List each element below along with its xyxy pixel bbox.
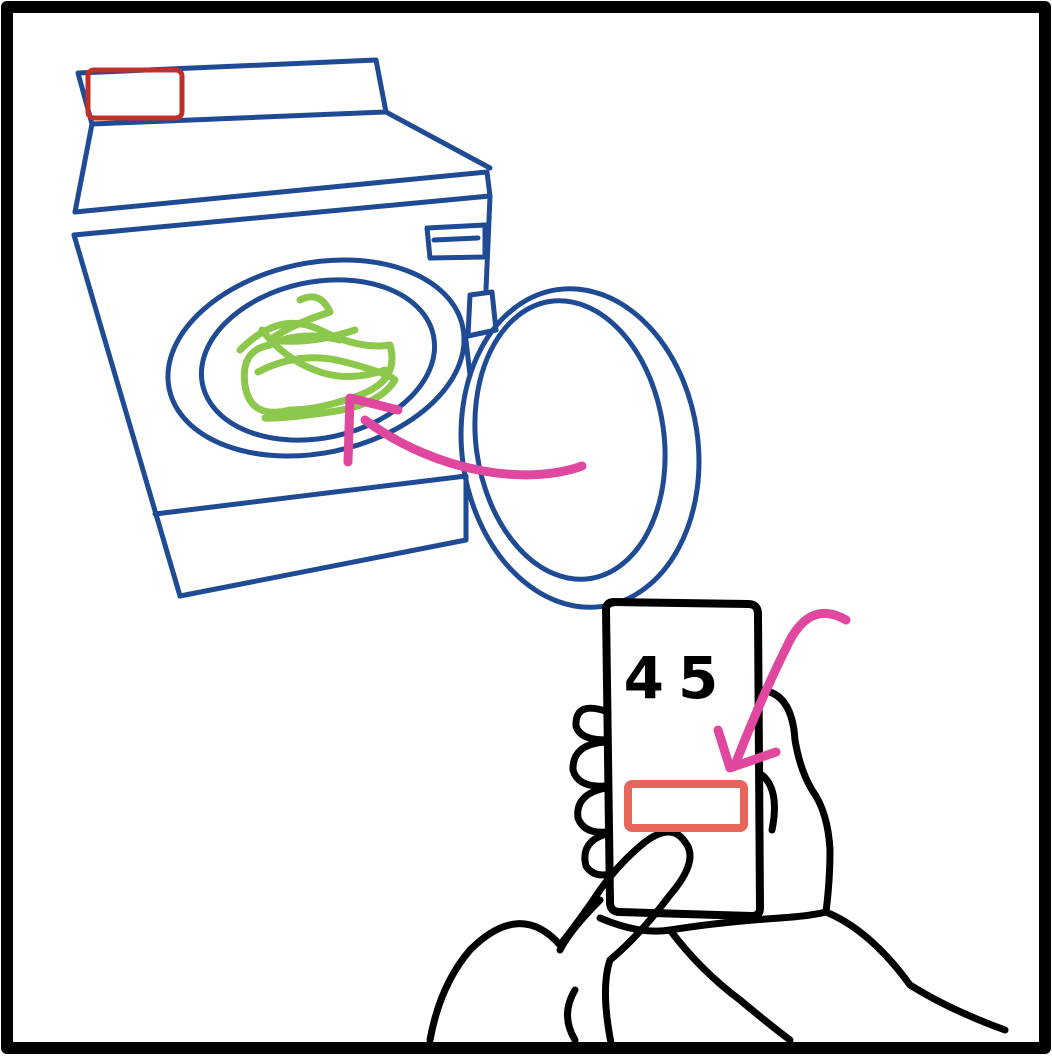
phone-icon xyxy=(602,598,764,920)
phone-display-number: 45 xyxy=(623,644,733,712)
control-panel-highlight xyxy=(85,67,185,121)
washing-machine-icon xyxy=(71,57,702,610)
check-arrow-icon xyxy=(713,608,851,773)
phone-button-highlight xyxy=(624,780,748,832)
curved-arrow-icon xyxy=(343,393,587,480)
laundry-icon xyxy=(236,293,399,422)
hand-icon xyxy=(426,686,1009,1052)
